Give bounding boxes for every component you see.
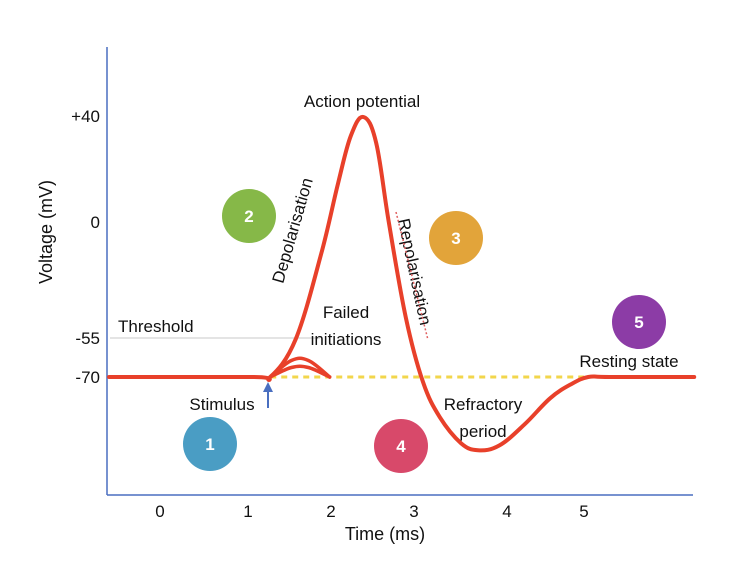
- curves-layer: [107, 114, 697, 453]
- repolarisation-spellcheck-underline: [395, 211, 429, 341]
- stage-badge-2: 2: [222, 189, 276, 243]
- y-tick-label: -55: [75, 329, 100, 348]
- y-tick-label: -70: [75, 368, 100, 387]
- action-potential-label: Action potential: [304, 92, 420, 111]
- x-tick-label: 4: [502, 502, 511, 521]
- depolarisation-label: Depolarisation: [269, 176, 317, 286]
- action-potential-curve: [107, 114, 697, 453]
- y-tick-label: +40: [71, 107, 100, 126]
- stage-badge-3: 3: [429, 211, 483, 265]
- failed-initiations-label-line1: Failed: [323, 303, 369, 322]
- refractory-period-label-line1: Refractory: [444, 395, 523, 414]
- stimulus-arrow-icon: [263, 382, 273, 408]
- resting-state-label: Resting state: [579, 352, 678, 371]
- y-tick-label: 0: [91, 213, 100, 232]
- x-tick-label: 2: [326, 502, 335, 521]
- x-tick-label: 3: [409, 502, 418, 521]
- svg-text:2: 2: [244, 207, 253, 226]
- threshold-label: Threshold: [118, 317, 194, 336]
- x-tick-label: 5: [579, 502, 588, 521]
- x-tick-label: 0: [155, 502, 164, 521]
- svg-text:3: 3: [451, 229, 460, 248]
- x-tick-label: 1: [243, 502, 252, 521]
- repolarisation-label: Repolarisation: [394, 217, 435, 327]
- stage-badge-5: 5: [612, 295, 666, 349]
- x-axis-title: Time (ms): [345, 524, 425, 544]
- svg-text:4: 4: [396, 437, 406, 456]
- stage-badge-1: 1: [183, 417, 237, 471]
- stimulus-label: Stimulus: [189, 395, 254, 414]
- refractory-period-label-line2: period: [459, 422, 506, 441]
- y-axis-title: Voltage (mV): [36, 180, 56, 284]
- svg-text:1: 1: [205, 435, 214, 454]
- stage-badge-4: 4: [374, 419, 428, 473]
- failed-initiation-curve-2: [268, 364, 332, 379]
- svg-text:5: 5: [634, 313, 643, 332]
- failed-initiations-label-line2: initiations: [311, 330, 382, 349]
